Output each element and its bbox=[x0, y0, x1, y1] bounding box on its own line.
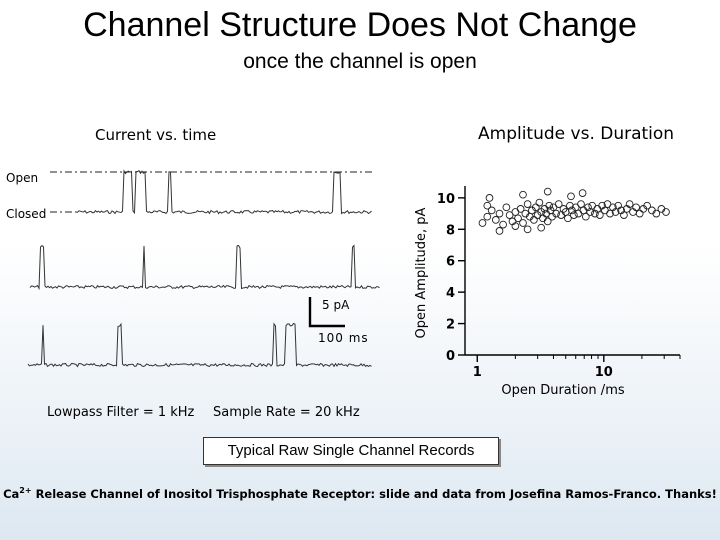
x-axis-label: Open Duration /ms bbox=[501, 383, 624, 398]
scatter-point bbox=[499, 220, 507, 229]
current-traces bbox=[27, 169, 380, 368]
amplitude-duration-scatter: 0 2 4 6 8 10 1 10 Open Amplitude, pA Open Durat… bbox=[414, 186, 681, 398]
y-tick-label: 10 bbox=[437, 192, 455, 207]
scatter-point bbox=[545, 201, 554, 210]
scatter-point bbox=[511, 222, 520, 230]
scatter-point bbox=[581, 212, 590, 221]
scatter-point bbox=[535, 198, 544, 207]
scatter-point bbox=[491, 216, 500, 224]
y-axis-label: Open Amplitude, pA bbox=[414, 207, 429, 338]
scatter-point bbox=[578, 189, 587, 197]
scatter-point bbox=[554, 200, 563, 208]
trace-2 bbox=[29, 244, 380, 291]
credit-superscript: 2+ bbox=[19, 486, 32, 495]
filter-note: Lowpass Filter = 1 kHz bbox=[47, 405, 195, 420]
trace-1 bbox=[75, 169, 372, 215]
slide-title: Channel Structure Does Not Change bbox=[83, 6, 637, 44]
scatter-point bbox=[519, 219, 527, 227]
closed-state-label: Closed bbox=[6, 207, 47, 221]
scatter-point bbox=[483, 201, 492, 210]
scatter-point bbox=[543, 187, 552, 196]
scatter-heading: Amplitude vs. Duration bbox=[478, 124, 675, 144]
scatter-point bbox=[487, 206, 496, 215]
scatter-point bbox=[595, 211, 604, 219]
x-tick-label: 1 bbox=[473, 365, 482, 380]
y-tick-label: 6 bbox=[446, 255, 455, 270]
scatter-point bbox=[539, 214, 547, 223]
scatter-point bbox=[483, 212, 492, 221]
scale-time-label: 100 ms bbox=[318, 331, 369, 345]
y-tick-label: 8 bbox=[446, 223, 455, 238]
sample-rate-note: Sample Rate = 20 kHz bbox=[213, 405, 360, 420]
scatter-point bbox=[519, 190, 527, 199]
scatter-point bbox=[523, 225, 532, 234]
open-state-label: Open bbox=[6, 171, 39, 185]
trace-heading: Current vs. time bbox=[95, 126, 217, 144]
scatter-point bbox=[584, 203, 592, 212]
caption-box: Typical Raw Single Channel Records bbox=[203, 437, 499, 465]
trace-3 bbox=[27, 322, 372, 368]
scatter-point bbox=[552, 209, 560, 218]
scatter-point bbox=[591, 209, 599, 218]
y-tick-label: 4 bbox=[446, 286, 455, 301]
credit-line: Ca2+ Release Channel of Inositol Trispho… bbox=[0, 486, 720, 501]
scatter-point bbox=[611, 208, 620, 216]
scatter-point bbox=[620, 211, 628, 219]
scale-current-label: 5 pA bbox=[322, 298, 350, 312]
scatter-point bbox=[567, 192, 575, 201]
scatter-point bbox=[543, 217, 552, 226]
scatter-point bbox=[537, 223, 546, 232]
scatter-point bbox=[505, 211, 514, 219]
x-tick-label: 10 bbox=[595, 365, 613, 380]
scatter-point bbox=[511, 208, 520, 216]
scatter-point bbox=[662, 208, 670, 216]
scatter-point bbox=[530, 216, 538, 224]
scatter-point bbox=[635, 209, 644, 218]
scatter-point bbox=[606, 209, 614, 218]
scatter-point bbox=[632, 203, 640, 212]
scatter-point bbox=[485, 194, 494, 202]
scatter-point bbox=[609, 203, 617, 212]
scatter-point bbox=[478, 219, 487, 227]
scatter-point bbox=[516, 205, 525, 213]
scatter-point bbox=[643, 201, 651, 210]
scatter-point bbox=[577, 200, 585, 208]
scatter-point bbox=[495, 227, 504, 235]
scatter-point bbox=[588, 201, 597, 210]
y-tick-label: 0 bbox=[446, 349, 455, 364]
scatter-point bbox=[566, 201, 574, 210]
caption-text: Typical Raw Single Channel Records bbox=[227, 442, 475, 459]
y-tick-label: 2 bbox=[446, 318, 455, 333]
credit-prefix: Ca bbox=[3, 486, 20, 501]
slide-subtitle: once the channel is open bbox=[243, 50, 477, 73]
scatter-point bbox=[652, 209, 661, 218]
scatter-point bbox=[495, 209, 504, 218]
scale-bar bbox=[308, 297, 345, 328]
scatter-point bbox=[523, 200, 532, 208]
scatter-point bbox=[502, 203, 511, 212]
scatter-point bbox=[574, 209, 583, 218]
scatter-point bbox=[629, 208, 637, 216]
scatter-point bbox=[625, 200, 634, 208]
scatter-point bbox=[570, 211, 578, 219]
credit-text: Release Channel of Inositol Trisphosphat… bbox=[31, 486, 717, 501]
scatter-point bbox=[514, 214, 522, 223]
scatter-point bbox=[564, 214, 572, 223]
